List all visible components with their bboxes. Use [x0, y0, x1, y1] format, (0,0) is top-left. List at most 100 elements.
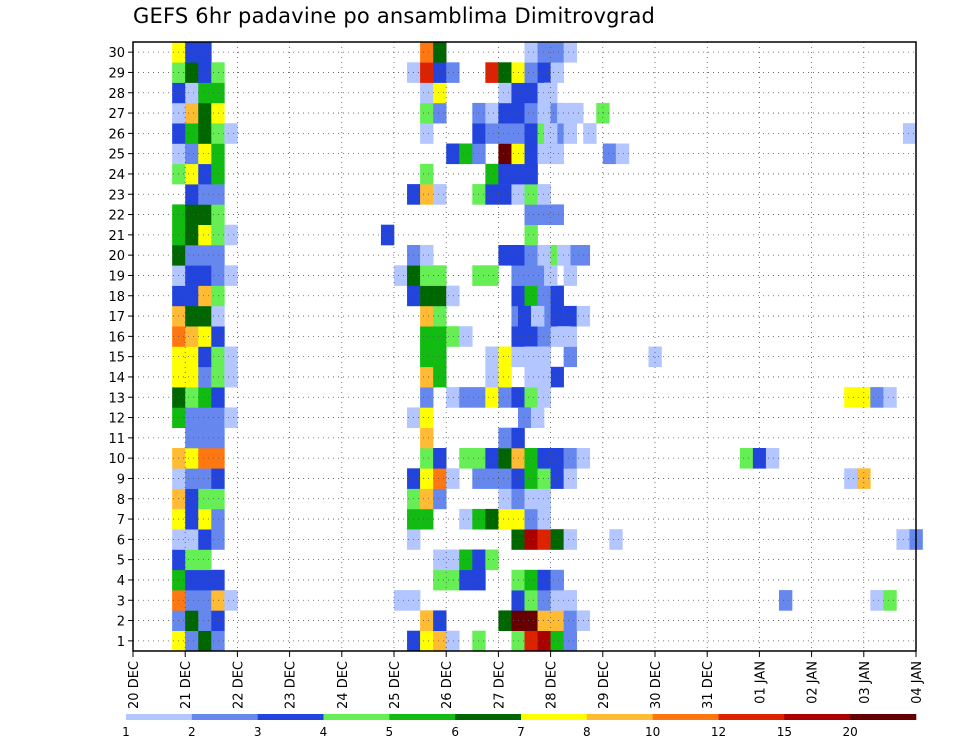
heatmap-cell — [394, 265, 408, 286]
heatmap-cell — [524, 488, 538, 510]
heatmap-cell — [563, 305, 577, 327]
heatmap-cell — [498, 184, 512, 205]
legend-label: 6 — [451, 725, 459, 739]
heatmap-cell — [185, 630, 199, 652]
heatmap-cell — [198, 143, 212, 165]
y-tick-label: 17 — [108, 310, 125, 325]
y-tick-label: 28 — [108, 87, 125, 102]
y-tick-label: 1 — [117, 635, 125, 650]
heatmap-cell — [185, 326, 199, 347]
heatmap-cell — [198, 184, 212, 205]
heatmap-cell — [563, 529, 577, 550]
legend-swatch — [323, 714, 390, 720]
legend-swatch — [586, 714, 653, 720]
x-tick-label: 04 JAN — [910, 661, 925, 704]
heatmap-cell — [498, 427, 512, 449]
heatmap-cell — [420, 610, 434, 631]
legend-label: 2 — [188, 725, 196, 739]
heatmap-cell — [498, 123, 512, 144]
heatmap-cell — [609, 529, 623, 550]
heatmap-cell — [224, 224, 238, 246]
heatmap-cell — [185, 102, 199, 124]
x-tick-label: 02 JAN — [806, 661, 821, 704]
heatmap-cell — [902, 123, 917, 144]
y-tick-label: 3 — [117, 594, 125, 609]
heatmap-cell — [550, 366, 564, 388]
legend-swatch — [389, 714, 456, 720]
heatmap-cell — [498, 143, 512, 165]
heatmap-cell — [211, 488, 225, 510]
heatmap-cell — [537, 143, 551, 165]
heatmap-cell — [185, 184, 199, 205]
y-tick-label: 13 — [108, 391, 125, 406]
heatmap-cell — [485, 468, 499, 489]
heatmap-cell — [211, 143, 225, 165]
heatmap-cell — [211, 407, 225, 428]
heatmap-cell — [870, 387, 884, 408]
heatmap-cell — [185, 123, 199, 144]
heatmap-cell — [537, 245, 551, 266]
heatmap-cell — [485, 508, 499, 530]
y-tick-label: 25 — [108, 148, 125, 163]
heatmap-cell — [550, 610, 564, 631]
heatmap-cell — [550, 468, 564, 489]
heatmap-cell — [211, 326, 225, 347]
heatmap-cell — [185, 285, 199, 307]
heatmap-cell — [485, 265, 499, 286]
heatmap-cell — [420, 265, 434, 286]
heatmap-cell — [380, 224, 395, 246]
legend-label: 1 — [122, 725, 130, 739]
heatmap-cell — [198, 245, 212, 266]
heatmap-cell — [198, 366, 212, 388]
heatmap-cell — [563, 610, 577, 631]
heatmap-cell — [537, 610, 551, 631]
y-tick-label: 12 — [108, 412, 125, 427]
heatmap-cell — [211, 163, 225, 185]
heatmap-cell — [446, 326, 460, 347]
heatmap-cell — [394, 590, 408, 611]
legend-swatch — [784, 714, 851, 720]
heatmap-cell — [420, 42, 434, 63]
y-tick-label: 18 — [108, 290, 125, 305]
heatmap-cell — [550, 630, 564, 652]
legend-label: 3 — [254, 725, 262, 739]
heatmap-cell — [524, 468, 538, 489]
x-tick-label: 28 DEC — [545, 661, 560, 709]
heatmap-cell — [198, 590, 212, 611]
legend-swatch — [718, 714, 785, 720]
heatmap-cell — [211, 448, 225, 469]
heatmap-cell — [198, 630, 212, 652]
heatmap-cell — [198, 62, 212, 83]
heatmap-cell — [211, 468, 225, 489]
heatmap-cell — [550, 590, 564, 611]
heatmap-cell — [211, 123, 225, 144]
heatmap-cell — [498, 448, 512, 469]
heatmap-cell — [459, 448, 473, 469]
heatmap-cell — [433, 488, 447, 510]
heatmap-cell — [537, 387, 551, 408]
heatmap-cell — [498, 102, 512, 124]
legend-label: 12 — [711, 725, 726, 739]
y-tick-label: 8 — [117, 493, 125, 508]
legend-swatch — [652, 714, 719, 720]
heatmap-cell — [844, 468, 858, 489]
heatmap-cell — [224, 123, 238, 144]
x-tick-label: 24 DEC — [336, 661, 351, 709]
heatmap-cell — [563, 265, 577, 286]
heatmap-cell — [537, 102, 551, 124]
x-tick-label: 22 DEC — [231, 661, 246, 709]
heatmap-cell — [563, 42, 577, 63]
heatmap-cell — [615, 143, 630, 165]
heatmap-cell — [433, 102, 447, 124]
heatmap-cell — [544, 265, 558, 286]
heatmap-cell — [185, 143, 199, 165]
heatmap-cell — [433, 468, 447, 489]
heatmap-cell — [550, 305, 564, 327]
heatmap-cell — [433, 630, 447, 652]
heatmap-cell — [211, 82, 225, 104]
heatmap-cell — [433, 366, 447, 388]
heatmap-cell — [198, 448, 212, 469]
x-axis: 20 DEC 21 DEC 22 DEC 23 DEC 24 DEC 25 DEC 26 D… — [127, 651, 925, 709]
heatmap-cell — [433, 448, 447, 469]
heatmap-cell — [420, 366, 434, 388]
